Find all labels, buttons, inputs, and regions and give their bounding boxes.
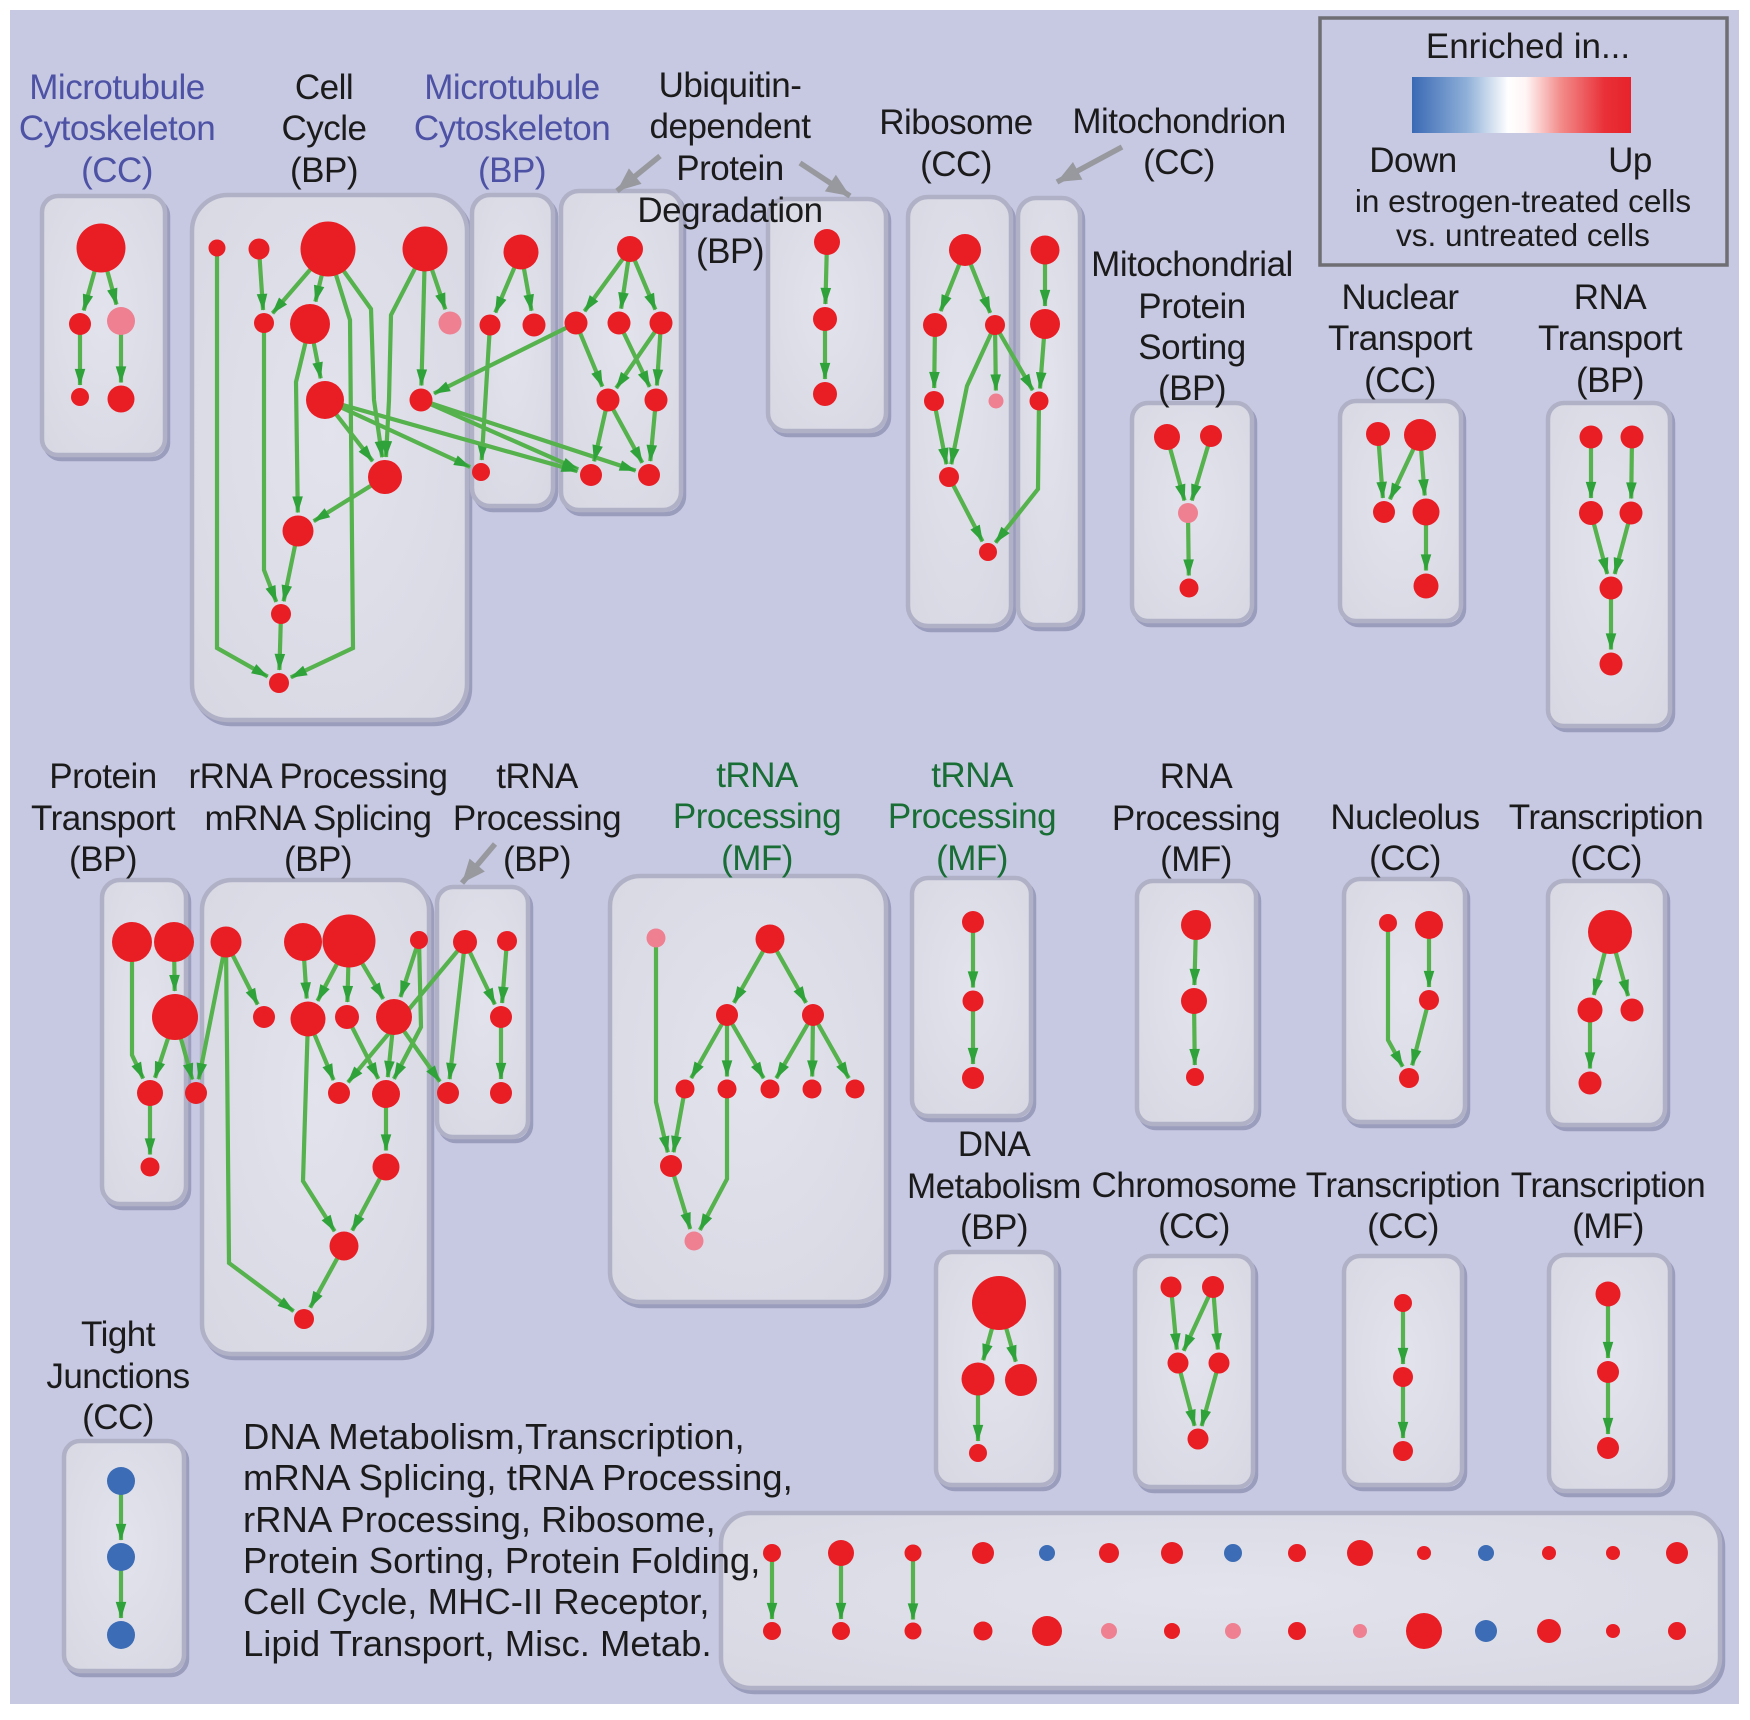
svg-text:mRNA Splicing: mRNA Splicing [205, 799, 432, 838]
svg-text:rRNA Processing, Ribosome,: rRNA Processing, Ribosome, [243, 1499, 716, 1540]
svg-text:Cycle: Cycle [281, 109, 366, 148]
svg-text:tRNA: tRNA [716, 756, 799, 795]
svg-text:(CC): (CC) [82, 1398, 154, 1437]
svg-text:Transport: Transport [31, 799, 176, 838]
svg-text:in estrogen-treated cells: in estrogen-treated cells [1355, 183, 1691, 219]
svg-text:(CC): (CC) [1143, 143, 1215, 182]
svg-text:Degradation: Degradation [637, 191, 822, 230]
svg-text:Metabolism: Metabolism [907, 1167, 1081, 1206]
svg-text:Ubiquitin-: Ubiquitin- [659, 66, 802, 105]
svg-text:(MF): (MF) [936, 839, 1008, 878]
svg-text:Mitochondrion: Mitochondrion [1072, 102, 1285, 141]
svg-text:Transport: Transport [1328, 319, 1473, 358]
svg-text:(CC): (CC) [1364, 361, 1436, 400]
svg-text:Ribosome: Ribosome [879, 103, 1033, 142]
svg-text:tRNA: tRNA [931, 756, 1014, 795]
svg-text:Processing: Processing [453, 799, 621, 838]
svg-text:(MF): (MF) [1572, 1207, 1644, 1246]
svg-text:Down: Down [1369, 141, 1456, 180]
svg-text:tRNA: tRNA [496, 757, 579, 796]
svg-text:(BP): (BP) [1158, 369, 1226, 408]
svg-text:Junctions: Junctions [46, 1357, 189, 1396]
svg-text:RNA: RNA [1574, 278, 1648, 317]
svg-text:(BP): (BP) [696, 232, 764, 271]
svg-text:Mitochondrial: Mitochondrial [1091, 245, 1293, 284]
svg-text:Cytoskeleton: Cytoskeleton [19, 109, 215, 148]
svg-text:Microtubule: Microtubule [424, 68, 599, 107]
svg-text:(BP): (BP) [290, 151, 358, 190]
svg-text:Microtubule: Microtubule [29, 68, 204, 107]
svg-text:RNA: RNA [1160, 757, 1234, 796]
svg-text:Cell: Cell [295, 68, 353, 107]
svg-text:DNA Metabolism,Transcription,: DNA Metabolism,Transcription, [243, 1416, 745, 1457]
svg-text:(CC): (CC) [920, 145, 992, 184]
svg-text:Transcription: Transcription [1509, 798, 1704, 837]
svg-text:Protein: Protein [676, 149, 783, 188]
svg-text:rRNA Processing: rRNA Processing [189, 757, 448, 796]
svg-text:(MF): (MF) [721, 839, 793, 878]
svg-text:Tight: Tight [81, 1315, 156, 1354]
svg-text:vs. untreated cells: vs. untreated cells [1396, 217, 1650, 253]
svg-text:(BP): (BP) [284, 840, 352, 879]
svg-text:Protein: Protein [1138, 287, 1245, 326]
svg-text:DNA: DNA [958, 1125, 1032, 1164]
svg-text:Cell Cycle, MHC-II Receptor,: Cell Cycle, MHC-II Receptor, [243, 1581, 710, 1622]
svg-text:Transcription: Transcription [1306, 1166, 1501, 1205]
svg-text:Cytoskeleton: Cytoskeleton [414, 109, 610, 148]
svg-text:Processing: Processing [888, 797, 1056, 836]
svg-text:Protein: Protein [49, 757, 156, 796]
svg-text:Chromosome: Chromosome [1091, 1166, 1296, 1205]
svg-text:(BP): (BP) [960, 1208, 1028, 1247]
svg-text:Protein Sorting, Protein Foldi: Protein Sorting, Protein Folding, [243, 1540, 760, 1581]
svg-text:Sorting: Sorting [1138, 328, 1245, 367]
svg-text:(BP): (BP) [478, 151, 546, 190]
svg-text:Processing: Processing [673, 797, 841, 836]
svg-text:mRNA Splicing, tRNA Processing: mRNA Splicing, tRNA Processing, [243, 1457, 793, 1498]
svg-text:dependent: dependent [650, 107, 812, 146]
svg-text:Transcription: Transcription [1511, 1166, 1706, 1205]
svg-text:(BP): (BP) [503, 840, 571, 879]
svg-text:(BP): (BP) [69, 840, 137, 879]
svg-text:(BP): (BP) [1576, 361, 1644, 400]
svg-text:(CC): (CC) [1367, 1207, 1439, 1246]
svg-text:Transport: Transport [1538, 319, 1683, 358]
svg-text:(CC): (CC) [1570, 839, 1642, 878]
svg-text:Nucleolus: Nucleolus [1330, 798, 1479, 837]
svg-text:Processing: Processing [1112, 799, 1280, 838]
svg-text:Nuclear: Nuclear [1341, 278, 1459, 317]
svg-text:Enriched in...: Enriched in... [1426, 27, 1630, 66]
svg-text:(CC): (CC) [1158, 1207, 1230, 1246]
svg-text:Up: Up [1608, 141, 1652, 180]
svg-text:(CC): (CC) [1369, 839, 1441, 878]
svg-text:Lipid Transport, Misc. Metab.: Lipid Transport, Misc. Metab. [243, 1623, 712, 1664]
svg-text:(MF): (MF) [1160, 840, 1232, 879]
svg-text:(CC): (CC) [81, 151, 153, 190]
